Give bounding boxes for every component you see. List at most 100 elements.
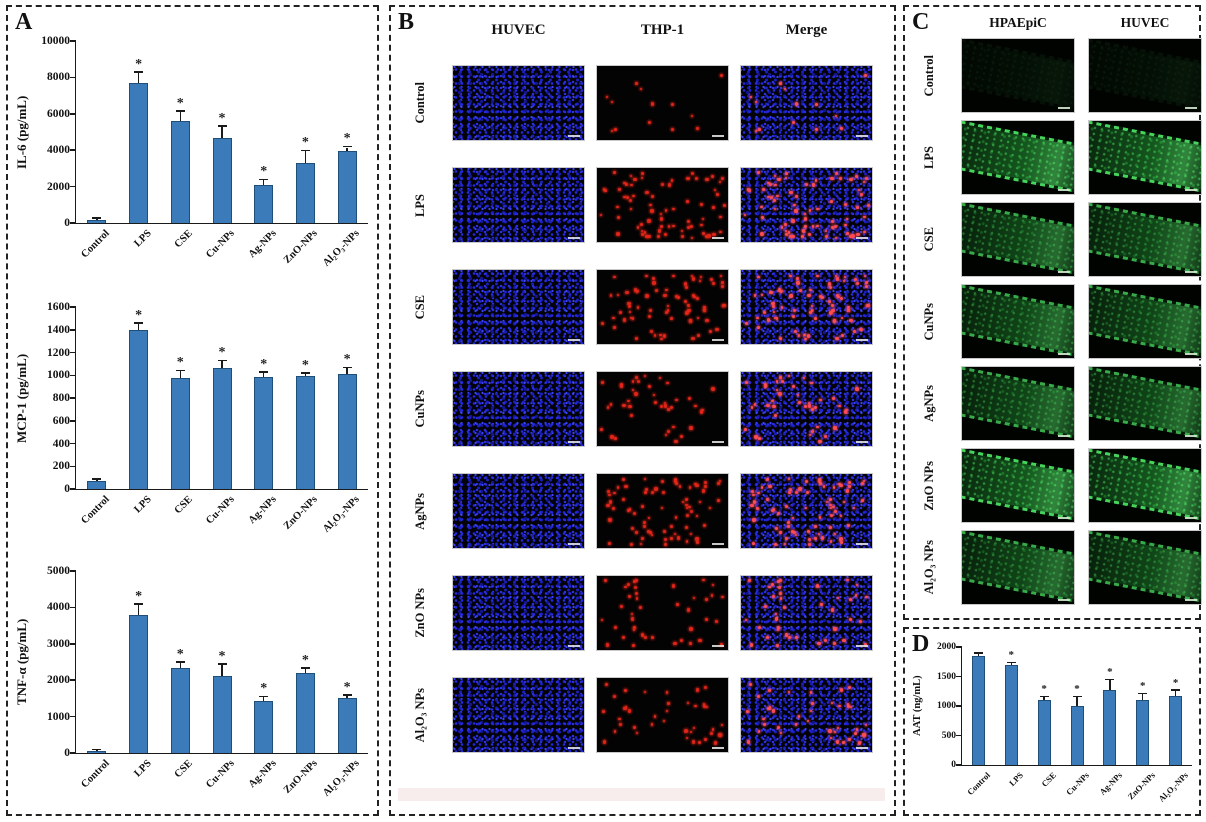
fluorescent-cell-dot bbox=[701, 218, 705, 221]
fluorescent-cell-dot bbox=[662, 530, 666, 533]
fluorescent-cell-dot bbox=[849, 178, 853, 182]
fluorescent-cell-dot bbox=[858, 619, 862, 623]
fluorescent-cell-dot bbox=[720, 643, 723, 646]
fluorescent-cell-dot bbox=[649, 330, 653, 334]
fluorescent-cell-dot bbox=[774, 542, 778, 546]
row-label-Control: Control bbox=[399, 65, 441, 141]
fluorescent-cell-dot bbox=[687, 608, 691, 612]
fluorescent-cell-dot bbox=[845, 408, 849, 412]
microchannel-gfp-image bbox=[1088, 448, 1202, 523]
fluorescent-cell-dot bbox=[783, 605, 787, 609]
fluorescent-cell-dot bbox=[636, 289, 640, 293]
fluorescent-cell-dot bbox=[636, 305, 640, 309]
fluorescent-cell-dot bbox=[616, 485, 620, 489]
fluorescent-cell-dot bbox=[865, 724, 868, 727]
fluorescent-cell-dot bbox=[774, 183, 777, 187]
fluorescent-cell-dot bbox=[689, 731, 692, 734]
merge-image bbox=[740, 65, 873, 141]
fluorescent-cell-dot bbox=[613, 491, 616, 494]
fluorescent-cell-dot bbox=[758, 437, 761, 440]
fluorescent-cell-dot bbox=[746, 740, 750, 744]
fluorescent-cell-dot bbox=[865, 595, 868, 599]
fluorescent-cell-dot bbox=[836, 596, 840, 600]
fluorescent-cell-dot bbox=[746, 188, 749, 191]
y-tick-label: 1500 bbox=[937, 671, 956, 682]
fluorescent-cell-dot bbox=[857, 741, 862, 745]
fluorescent-cell-dot bbox=[718, 230, 722, 234]
fluorescent-cell-dot bbox=[669, 524, 674, 528]
fluorescent-cell-dot bbox=[659, 333, 662, 337]
fluorescent-cell-dot bbox=[624, 689, 627, 692]
fluorescent-cell-dot bbox=[605, 95, 609, 99]
fluorescent-cell-dot bbox=[764, 604, 768, 609]
fluorescent-cell-dot bbox=[780, 731, 783, 735]
huvec-dapi-image bbox=[452, 575, 585, 651]
fluorescent-cell-dot bbox=[701, 408, 705, 412]
fluorescent-cell-dot bbox=[773, 198, 777, 203]
row-label-AgNPs: AgNPs bbox=[910, 366, 948, 441]
fluorescent-cell-dot bbox=[644, 491, 648, 494]
fluorescent-cell-dot bbox=[822, 485, 825, 488]
error-bar-line bbox=[1043, 697, 1045, 701]
fluorescent-cell-dot bbox=[657, 235, 660, 238]
fluorescent-cell-dot bbox=[828, 285, 832, 289]
panel-d-label: D bbox=[912, 631, 930, 657]
fluorescent-cell-dot bbox=[683, 282, 688, 286]
error-bar-line bbox=[179, 662, 181, 669]
fluorescent-cell-dot bbox=[624, 585, 627, 589]
fluorescent-cell-dot bbox=[601, 321, 605, 326]
fluorescent-cell-dot bbox=[781, 379, 785, 383]
fluorescent-cell-dot bbox=[715, 327, 719, 331]
fluorescent-cell-dot bbox=[711, 282, 715, 286]
scale-bar bbox=[712, 440, 724, 443]
fluorescent-cell-dot bbox=[625, 195, 630, 200]
fluorescent-cell-dot bbox=[832, 319, 836, 324]
merge-image bbox=[740, 269, 873, 345]
fluorescent-cell-dot bbox=[699, 410, 703, 414]
fluorescent-cell-dot bbox=[648, 385, 652, 389]
fluorescent-cell-dot bbox=[719, 274, 722, 277]
fluorescent-cell-dot bbox=[621, 477, 625, 482]
fluorescent-cell-dot bbox=[667, 407, 671, 411]
chart-plot-area: 0 2000 4000 6000 8000 10000 IL-6 (pg/mL) Contro… bbox=[14, 35, 368, 269]
scale-bar bbox=[1058, 598, 1070, 601]
y-tick-label: 200 bbox=[52, 460, 70, 473]
fluorescent-cell-dot bbox=[624, 484, 628, 489]
fluorescent-cell-dot bbox=[750, 503, 754, 508]
fluorescent-cell-dot bbox=[842, 638, 846, 642]
fluorescent-cell-dot bbox=[710, 732, 713, 736]
fluorescent-cell-dot bbox=[779, 290, 783, 294]
y-tick-mark bbox=[956, 675, 962, 678]
fluorescent-cell-dot bbox=[757, 625, 761, 629]
y-tick-label: 8000 bbox=[47, 71, 70, 84]
fluorescent-cell-dot bbox=[662, 490, 666, 494]
y-tick-mark bbox=[70, 149, 76, 151]
fluorescent-cell-dot bbox=[619, 383, 623, 387]
fluorescent-cell-dot bbox=[799, 288, 803, 292]
fluorescent-cell-dot bbox=[667, 430, 671, 434]
fluorescent-cell-dot bbox=[852, 507, 855, 510]
fluorescent-cell-dot bbox=[670, 102, 674, 106]
fluorescent-cell-dot bbox=[650, 209, 654, 213]
fluorescent-cell-dot bbox=[831, 701, 834, 704]
fluorescent-cell-dot bbox=[631, 316, 635, 320]
fluorescent-cell-dot bbox=[759, 205, 763, 209]
fluorescent-cell-dot bbox=[649, 203, 652, 207]
error-bar-cap bbox=[1072, 695, 1082, 698]
fluorescent-cell-dot bbox=[631, 194, 635, 198]
fluorescent-cell-dot bbox=[689, 642, 692, 645]
fluorescent-cell-dot bbox=[664, 404, 668, 408]
fluorescent-cell-dot bbox=[620, 604, 624, 609]
fluorescent-cell-dot bbox=[670, 537, 673, 540]
bar-ZnO-NPs bbox=[295, 673, 315, 753]
significance-asterisk: * bbox=[301, 652, 309, 668]
fluorescent-cell-dot bbox=[863, 274, 866, 277]
y-tick-mark bbox=[70, 40, 76, 42]
bar-Control bbox=[87, 750, 107, 753]
fluorescent-cell-dot bbox=[768, 585, 771, 589]
microchannel-gfp-image bbox=[1088, 38, 1202, 113]
fluorescent-cell-dot bbox=[653, 334, 657, 337]
fluorescent-cell-dot bbox=[809, 690, 813, 694]
fluorescent-cell-dot bbox=[806, 490, 810, 494]
fluorescent-cell-dot bbox=[660, 480, 664, 484]
